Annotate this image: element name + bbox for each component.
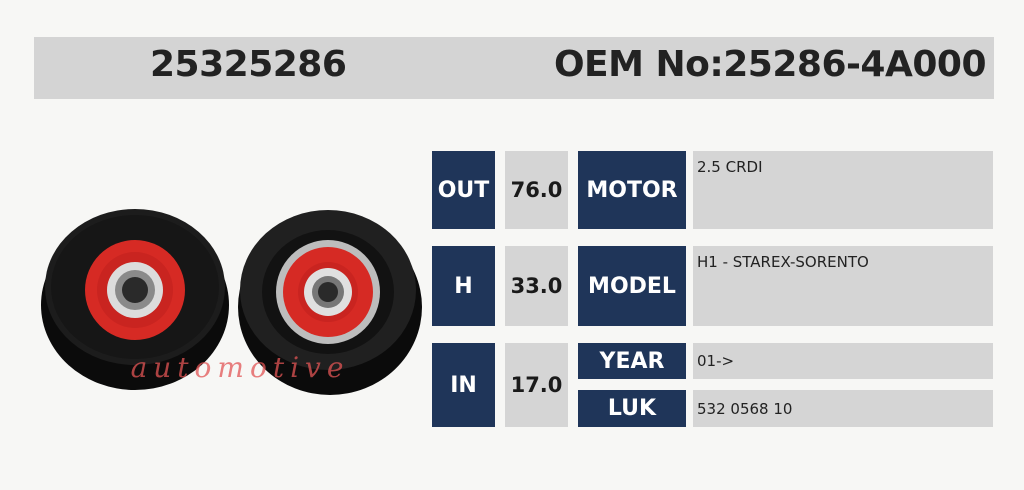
header-bar [34, 37, 994, 99]
dim-label-out: OUT [432, 151, 495, 229]
tensioner-pulley-icon: automotive [41, 209, 422, 395]
spec-value-motor: 2.5 CRDI [693, 151, 993, 229]
dim-value-h: 33.0 [505, 246, 568, 326]
spec-value-luk: 532 0568 10 [693, 390, 993, 427]
dim-value-in: 17.0 [505, 343, 568, 427]
oem-number: OEM No:25286-4A000 [553, 44, 987, 85]
dim-label-in: IN [432, 343, 495, 427]
spec-label-motor: MOTOR [578, 151, 686, 229]
spec-label-luk: LUK [578, 390, 686, 427]
watermark-text: automotive [131, 351, 350, 384]
spec-label-year: YEAR [578, 343, 686, 379]
part-number: 25325286 [150, 44, 347, 85]
dim-value-out: 76.0 [505, 151, 568, 229]
spec-label-model: MODEL [578, 246, 686, 326]
spec-value-model: H1 - STAREX-SORENTO [693, 246, 993, 326]
dim-label-h: H [432, 246, 495, 326]
spec-value-year: 01-> [693, 343, 993, 379]
